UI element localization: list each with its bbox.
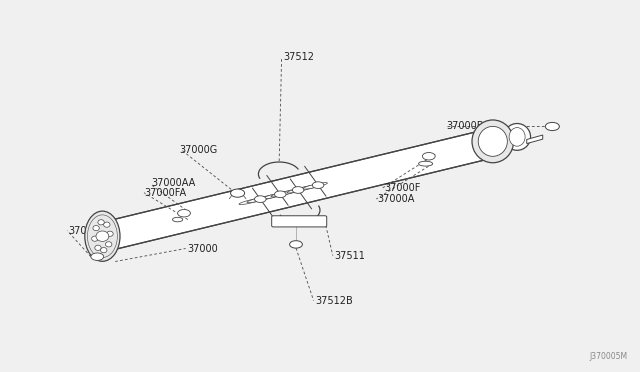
Ellipse shape bbox=[303, 183, 328, 189]
Ellipse shape bbox=[93, 225, 99, 231]
Ellipse shape bbox=[504, 124, 531, 150]
Ellipse shape bbox=[247, 196, 271, 203]
Text: 37512B: 37512B bbox=[316, 296, 353, 306]
Ellipse shape bbox=[95, 245, 101, 250]
Circle shape bbox=[178, 209, 191, 217]
FancyBboxPatch shape bbox=[272, 216, 327, 227]
Ellipse shape bbox=[107, 231, 113, 236]
Ellipse shape bbox=[230, 189, 244, 197]
Ellipse shape bbox=[271, 190, 296, 197]
Ellipse shape bbox=[172, 217, 183, 222]
Circle shape bbox=[292, 187, 304, 193]
Text: 37000: 37000 bbox=[187, 244, 218, 254]
Circle shape bbox=[91, 253, 104, 260]
Polygon shape bbox=[90, 128, 508, 251]
Ellipse shape bbox=[98, 220, 104, 225]
Ellipse shape bbox=[295, 185, 319, 191]
Ellipse shape bbox=[106, 242, 112, 247]
Circle shape bbox=[275, 191, 286, 198]
Text: J370005M: J370005M bbox=[589, 352, 627, 361]
Text: 37511: 37511 bbox=[334, 251, 365, 261]
Ellipse shape bbox=[419, 161, 433, 166]
Text: 37512: 37512 bbox=[284, 52, 314, 62]
Circle shape bbox=[545, 122, 559, 131]
Text: 37000A: 37000A bbox=[378, 194, 415, 204]
Ellipse shape bbox=[472, 120, 514, 163]
Circle shape bbox=[312, 182, 324, 189]
Ellipse shape bbox=[255, 194, 280, 201]
Ellipse shape bbox=[478, 126, 508, 156]
Text: 37000BA: 37000BA bbox=[68, 227, 112, 236]
Circle shape bbox=[422, 153, 435, 160]
Ellipse shape bbox=[279, 188, 303, 195]
Text: 37000FA: 37000FA bbox=[145, 188, 187, 198]
Ellipse shape bbox=[85, 211, 120, 262]
Ellipse shape bbox=[263, 192, 287, 199]
Text: 37000G: 37000G bbox=[179, 145, 218, 154]
Ellipse shape bbox=[287, 186, 312, 193]
Polygon shape bbox=[527, 135, 543, 144]
Text: 37000F: 37000F bbox=[384, 183, 420, 193]
Text: 37000AA: 37000AA bbox=[151, 178, 195, 188]
Ellipse shape bbox=[100, 247, 107, 253]
Circle shape bbox=[290, 241, 302, 248]
Circle shape bbox=[255, 196, 266, 202]
Ellipse shape bbox=[104, 222, 110, 227]
Ellipse shape bbox=[239, 198, 264, 205]
Ellipse shape bbox=[92, 236, 98, 241]
Ellipse shape bbox=[96, 231, 109, 241]
Ellipse shape bbox=[509, 128, 525, 146]
Text: 37000B: 37000B bbox=[447, 122, 484, 131]
